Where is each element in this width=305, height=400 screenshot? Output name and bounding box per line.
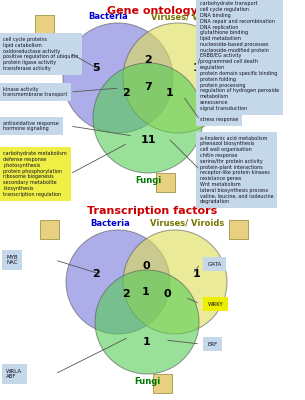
Text: a-linolenic acid metabolism
phenazol biosynthesis
cell wall organisation
chitin : a-linolenic acid metabolism phenazol bio…: [200, 136, 273, 204]
Ellipse shape: [93, 63, 203, 173]
Text: WRLA
ABF: WRLA ABF: [6, 369, 22, 379]
Text: 1: 1: [142, 287, 150, 297]
Text: Transcription factors: Transcription factors: [87, 206, 217, 216]
Text: 1: 1: [166, 88, 174, 98]
Text: GATA: GATA: [207, 262, 222, 266]
Text: carbohydrate transport
cell cycle regulation
DNA binding
DNA repair and recombin: carbohydrate transport cell cycle regula…: [200, 1, 279, 111]
Ellipse shape: [63, 23, 173, 133]
FancyBboxPatch shape: [152, 374, 171, 392]
Text: Gene ontology: Gene ontology: [107, 6, 197, 16]
Text: 2: 2: [144, 55, 152, 65]
Text: 11: 11: [140, 135, 156, 145]
Text: 1: 1: [193, 269, 201, 279]
Text: ERF: ERF: [207, 342, 218, 346]
Text: Bacteria: Bacteria: [88, 12, 128, 21]
Text: stress response: stress response: [200, 118, 238, 122]
Text: antioxidative response
hormone signaling: antioxidative response hormone signaling: [3, 121, 59, 131]
FancyBboxPatch shape: [235, 14, 253, 34]
Text: MYB
NAC: MYB NAC: [6, 254, 18, 266]
Text: 5: 5: [92, 63, 100, 73]
Text: 0: 0: [163, 289, 171, 299]
Text: 17: 17: [192, 63, 208, 73]
Text: Fungi: Fungi: [134, 377, 160, 386]
Ellipse shape: [123, 230, 227, 334]
Ellipse shape: [66, 230, 170, 334]
Text: cell cycle proteins
lipid catabolism
oxidoreductase activity
positive regulation: cell cycle proteins lipid catabolism oxi…: [3, 37, 78, 71]
Text: 7: 7: [144, 82, 152, 92]
Text: Fungi: Fungi: [135, 176, 161, 185]
FancyBboxPatch shape: [40, 220, 59, 238]
Text: 2: 2: [92, 269, 100, 279]
Text: 2: 2: [122, 289, 130, 299]
FancyBboxPatch shape: [156, 172, 174, 192]
Text: carbohydrate metabolism
defense response
photosynthesis
protein phosphorylation
: carbohydrate metabolism defense response…: [3, 151, 67, 197]
Text: Viruses/ Viroids: Viruses/ Viroids: [151, 12, 225, 21]
Text: 1: 1: [143, 337, 151, 347]
Text: kinase activity
transmembrane transport: kinase activity transmembrane transport: [3, 87, 67, 97]
Ellipse shape: [123, 23, 233, 133]
FancyBboxPatch shape: [34, 14, 53, 34]
Text: 0: 0: [142, 261, 150, 271]
Text: WRKY: WRKY: [207, 302, 223, 306]
Text: Bacteria: Bacteria: [90, 219, 130, 228]
Text: 2: 2: [122, 88, 130, 98]
FancyBboxPatch shape: [228, 220, 247, 238]
Ellipse shape: [95, 270, 199, 374]
Text: Viruses/ Viroids: Viruses/ Viroids: [150, 219, 224, 228]
